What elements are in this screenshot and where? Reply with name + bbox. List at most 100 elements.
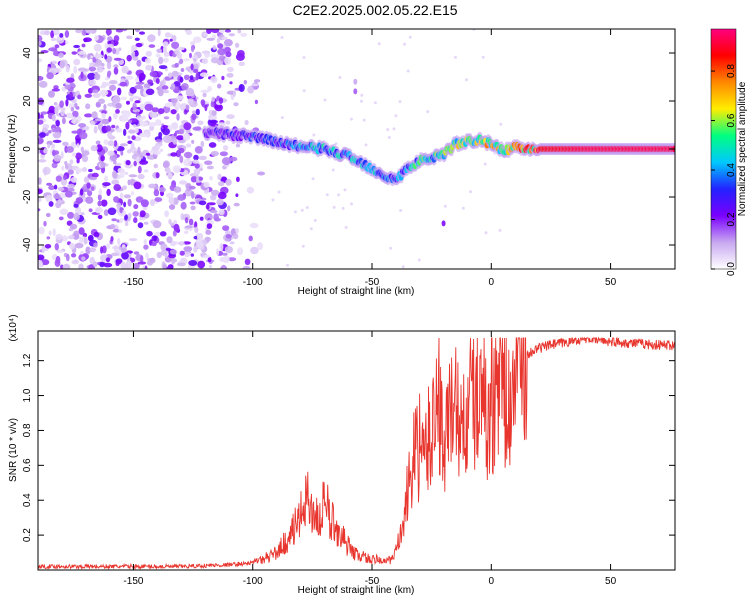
heatmap-noise-cell bbox=[111, 100, 116, 107]
heatmap-noise-cell bbox=[178, 147, 185, 154]
spectrogram-noise-layer bbox=[38, 29, 503, 269]
heatmap-noise-cell bbox=[253, 79, 261, 83]
heatmap-noise-cell bbox=[199, 167, 204, 171]
heatmap-noise-cell bbox=[210, 53, 218, 59]
heatmap-noise-cell bbox=[46, 72, 54, 80]
heatmap-noise-cell bbox=[127, 198, 132, 207]
heatmap-noise-cell bbox=[193, 246, 198, 253]
heatmap-noise-cell bbox=[254, 99, 258, 105]
heatmap-noise-cell bbox=[55, 201, 62, 209]
heatmap-noise-cell bbox=[76, 157, 80, 164]
heatmap-noise-cell bbox=[133, 181, 142, 190]
heatmap-noise-cell bbox=[301, 244, 305, 248]
heatmap-noise-cell bbox=[173, 186, 182, 193]
heatmap-noise-cell bbox=[183, 250, 191, 258]
spectrogram-y-ticks: -40 -20 0 20 40 bbox=[22, 47, 675, 252]
heatmap-noise-cell bbox=[174, 62, 179, 68]
heatmap-noise-cell bbox=[108, 116, 112, 123]
heatmap-noise-cell bbox=[112, 171, 118, 179]
y-tick-label: 1.2 bbox=[22, 353, 33, 367]
heatmap-noise-cell bbox=[46, 212, 51, 218]
x-tick-label: 50 bbox=[605, 277, 617, 288]
heatmap-noise-cell bbox=[211, 110, 216, 117]
heatmap-noise-cell bbox=[386, 128, 390, 132]
heatmap-noise-cell bbox=[77, 94, 82, 100]
heatmap-noise-cell bbox=[334, 142, 338, 146]
heatmap-noise-cell bbox=[151, 241, 157, 247]
heatmap-noise-cell bbox=[162, 263, 167, 269]
heatmap-noise-cell bbox=[85, 103, 91, 110]
heatmap-noise-cell bbox=[40, 111, 48, 115]
heatmap-noise-cell bbox=[103, 209, 109, 217]
heatmap-noise-cell bbox=[417, 258, 421, 262]
colorbar-tick-label: 0.2 bbox=[726, 212, 737, 226]
y-tick-label: -20 bbox=[22, 189, 33, 204]
heatmap-noise-cell bbox=[74, 243, 84, 249]
heatmap-noise-cell bbox=[51, 144, 55, 150]
heatmap-noise-cell bbox=[332, 205, 336, 209]
snr-series-line bbox=[38, 336, 675, 570]
heatmap-noise-cell bbox=[158, 131, 163, 139]
heatmap-noise-cell bbox=[191, 139, 195, 144]
y-tick-label: 0.8 bbox=[22, 423, 33, 437]
heatmap-noise-cell bbox=[48, 90, 55, 98]
heatmap-noise-cell bbox=[112, 246, 120, 250]
heatmap-noise-cell bbox=[201, 50, 211, 54]
heatmap-noise-cell bbox=[121, 251, 129, 260]
heatmap-noise-cell bbox=[131, 45, 137, 51]
heatmap-noise-cell bbox=[235, 228, 239, 234]
heatmap-noise-cell bbox=[170, 122, 179, 130]
heatmap-noise-cell bbox=[235, 193, 239, 197]
heatmap-noise-cell bbox=[134, 100, 141, 104]
heatmap-noise-cell bbox=[145, 88, 155, 96]
heatmap-noise-cell bbox=[94, 34, 99, 41]
heatmap-noise-cell bbox=[158, 65, 168, 70]
heatmap-noise-cell bbox=[81, 150, 90, 156]
y-tick-label: 0.2 bbox=[22, 528, 33, 542]
heatmap-noise-cell bbox=[341, 206, 345, 210]
heatmap-noise-cell bbox=[177, 194, 186, 201]
heatmap-noise-cell bbox=[164, 250, 168, 258]
heatmap-noise-cell bbox=[210, 150, 219, 157]
heatmap-noise-cell bbox=[119, 81, 128, 87]
heatmap-noise-cell bbox=[190, 45, 195, 53]
heatmap-noise-cell bbox=[68, 235, 75, 240]
chart-title: C2E2.2025.002.05.22.E15 bbox=[292, 2, 458, 18]
heatmap-noise-cell bbox=[157, 108, 165, 115]
heatmap-noise-cell bbox=[248, 235, 253, 242]
heatmap-noise-cell bbox=[75, 29, 83, 34]
heatmap-noise-cell bbox=[311, 177, 315, 181]
heatmap-noise-cell bbox=[38, 159, 47, 163]
colorbar: 0.0 0.2 0.4 0.6 0.8 Normalized spectral ampl… bbox=[710, 28, 748, 276]
heatmap-noise-cell bbox=[115, 109, 120, 114]
heatmap-noise-cell bbox=[198, 176, 204, 181]
heatmap-noise-cell bbox=[112, 228, 120, 233]
heatmap-noise-cell bbox=[128, 129, 136, 134]
heatmap-noise-cell bbox=[181, 83, 189, 91]
heatmap-noise-cell bbox=[61, 235, 68, 242]
heatmap-noise-cell bbox=[79, 188, 84, 196]
heatmap-noise-cell bbox=[221, 75, 225, 81]
heatmap-noise-cell bbox=[194, 146, 203, 154]
heatmap-noise-cell bbox=[188, 78, 195, 83]
heatmap-noise-cell bbox=[98, 98, 105, 104]
heatmap-noise-cell bbox=[103, 104, 107, 110]
heatmap-noise-cell bbox=[77, 67, 87, 72]
heatmap-noise-cell bbox=[155, 172, 160, 179]
heatmap-noise-cell bbox=[41, 259, 50, 266]
heatmap-noise-cell bbox=[124, 75, 134, 80]
heatmap-noise-cell bbox=[229, 156, 238, 162]
heatmap-noise-cell bbox=[137, 261, 147, 265]
colorbar-tick-label: 0.0 bbox=[726, 262, 737, 276]
heatmap-noise-cell bbox=[144, 58, 151, 64]
heatmap-noise-cell bbox=[85, 196, 94, 204]
heatmap-noise-cell bbox=[350, 202, 353, 206]
heatmap-noise-cell bbox=[57, 199, 62, 204]
heatmap-noise-cell bbox=[94, 73, 101, 81]
heatmap-noise-cell bbox=[98, 188, 103, 196]
heatmap-noise-cell bbox=[190, 176, 198, 183]
heatmap-noise-cell bbox=[217, 191, 227, 200]
heatmap-noise-cell bbox=[186, 183, 192, 192]
heatmap-noise-cell bbox=[60, 264, 64, 269]
heatmap-noise-cell bbox=[134, 127, 139, 134]
